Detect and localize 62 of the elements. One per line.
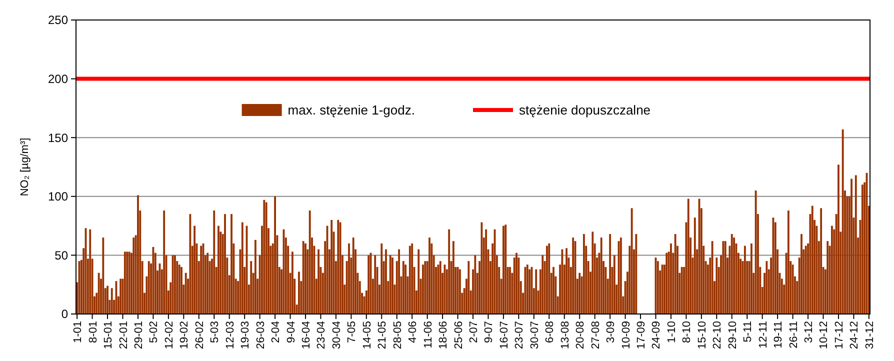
- x-tick-label: 18-06: [438, 321, 450, 350]
- x-tick-label: 5-03: [209, 321, 222, 344]
- x-tick-label: 28-05: [392, 321, 404, 350]
- x-tick-label: 12-02: [163, 321, 176, 350]
- x-tick-label: 24-12: [848, 321, 861, 350]
- x-tick-label: 8-01: [87, 321, 100, 344]
- x-tick-label: 12-11: [757, 321, 770, 348]
- y-tick-label: 150: [48, 130, 68, 145]
- x-tick-label: 6-08: [544, 321, 556, 344]
- x-tick-label: 5-11: [742, 321, 754, 342]
- x-tick-label: 8-10: [681, 321, 694, 344]
- x-tick-label: 22-10: [712, 321, 724, 350]
- x-tick-label: 16-07: [498, 321, 510, 350]
- x-tick-label: 12-03: [224, 321, 236, 350]
- x-tick-label: 3-12: [803, 321, 816, 344]
- x-tick-label: 17-09: [636, 321, 648, 350]
- y-axis-title: NO₂ [µg/m³]: [19, 138, 31, 196]
- y-tick-label: 50: [54, 248, 68, 262]
- x-tick-label: 9-04: [285, 321, 298, 344]
- y-tick-label: 100: [48, 190, 68, 204]
- x-tick-label: 2-04: [270, 321, 282, 344]
- x-tick-label: 29-01: [132, 321, 145, 350]
- x-tick-label: 10-09: [620, 321, 632, 350]
- x-tick-label: 23-07: [514, 321, 526, 350]
- x-tick-label: 25-06: [452, 321, 465, 350]
- legend-label: max. stężenie 1-godz.: [288, 102, 415, 118]
- x-tick-label: 19-03: [240, 321, 252, 350]
- x-tick-label: 2-07: [468, 321, 480, 344]
- x-tick-label: 10-12: [818, 321, 830, 350]
- x-tick-label: 11-06: [422, 321, 434, 348]
- x-tick-label: 26-02: [194, 321, 206, 350]
- x-tick-label: 19-02: [178, 321, 191, 350]
- y-tick-label: 0: [61, 307, 68, 322]
- x-tick-label: 17-12: [833, 321, 846, 350]
- x-tick-label: 4-06: [407, 321, 420, 344]
- x-tick-label: 19-11: [772, 321, 785, 348]
- x-tick-label: 30-04: [330, 321, 343, 350]
- y-tick-label: 200: [48, 72, 68, 86]
- x-tick-label: 7-05: [346, 321, 358, 344]
- legend-label: stężenie dopuszczalne: [519, 102, 651, 118]
- x-tick-label: 30-07: [528, 321, 541, 350]
- x-tick-label: 20-08: [574, 321, 587, 350]
- x-tick-label: 31-12: [864, 321, 876, 350]
- x-tick-label: 16-04: [300, 321, 312, 350]
- x-tick-label: 13-08: [559, 321, 572, 350]
- x-tick-label: 29-10: [726, 321, 739, 350]
- x-tick-label: 27-08: [590, 321, 602, 350]
- x-tick-label: 1-01: [72, 321, 84, 344]
- x-tick-label: 5-02: [148, 321, 160, 344]
- x-tick-label: 26-11: [788, 321, 800, 348]
- x-tick-label: 3-09: [605, 321, 618, 344]
- x-tick-label: 9-07: [483, 321, 496, 344]
- y-tick-label: 250: [48, 13, 68, 28]
- x-tick-label: 15-01: [102, 321, 115, 350]
- x-tick-label: 15-10: [696, 321, 708, 350]
- x-tick-label: 23-04: [316, 321, 328, 350]
- x-tick-label: 21-05: [376, 321, 389, 350]
- x-tick-label: 24-09: [650, 321, 663, 350]
- x-tick-label: 22-01: [118, 321, 130, 350]
- x-tick-label: 26-03: [254, 321, 267, 350]
- x-tick-label: 1-10: [666, 321, 678, 344]
- x-tick-label: 14-05: [361, 321, 374, 350]
